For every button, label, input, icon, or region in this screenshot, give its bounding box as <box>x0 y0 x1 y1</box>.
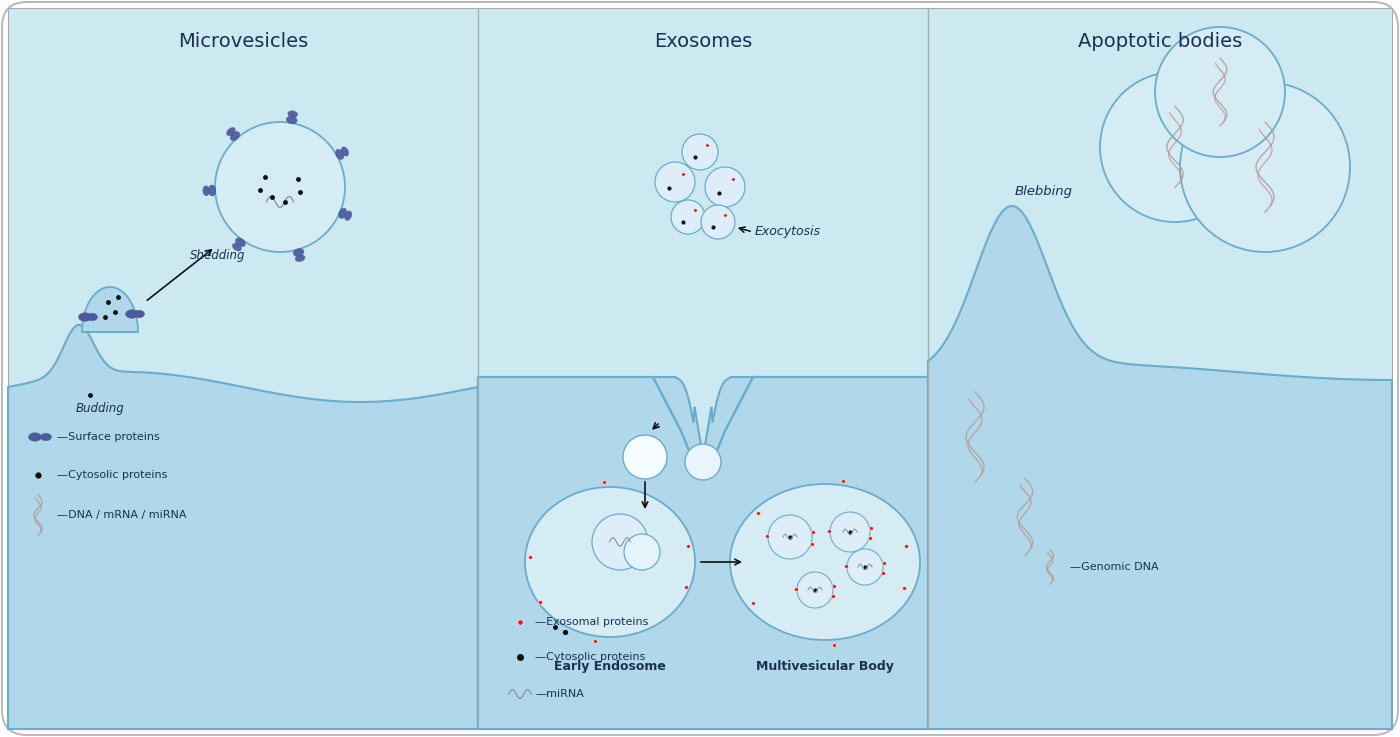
Ellipse shape <box>288 111 298 117</box>
Text: Apoptotic bodies: Apoptotic bodies <box>1078 32 1242 51</box>
Circle shape <box>1155 27 1285 157</box>
Ellipse shape <box>344 211 351 220</box>
Ellipse shape <box>41 433 52 441</box>
Text: Multivesicular Body: Multivesicular Body <box>756 660 895 673</box>
Text: —Cytosolic proteins: —Cytosolic proteins <box>535 652 645 662</box>
Text: —Surface proteins: —Surface proteins <box>57 432 160 442</box>
Polygon shape <box>928 206 1392 729</box>
Text: —DNA / mRNA / miRNA: —DNA / mRNA / miRNA <box>57 510 186 520</box>
Circle shape <box>1100 72 1250 222</box>
Circle shape <box>701 205 735 239</box>
Text: Exosomes: Exosomes <box>654 32 752 51</box>
Circle shape <box>682 134 718 170</box>
Ellipse shape <box>286 116 297 124</box>
Circle shape <box>706 167 745 207</box>
Text: Shedding: Shedding <box>190 249 245 262</box>
Ellipse shape <box>203 186 210 196</box>
Ellipse shape <box>293 248 304 256</box>
Circle shape <box>216 122 344 252</box>
Text: Exocytosis: Exocytosis <box>755 226 822 239</box>
Text: Budding: Budding <box>76 402 125 415</box>
Ellipse shape <box>133 310 144 318</box>
Polygon shape <box>928 8 1392 729</box>
Ellipse shape <box>78 312 91 321</box>
Polygon shape <box>8 8 477 729</box>
Text: —miRNA: —miRNA <box>535 689 584 699</box>
Polygon shape <box>8 325 477 729</box>
Text: Early Endosome: Early Endosome <box>554 660 666 673</box>
Ellipse shape <box>232 243 241 251</box>
Ellipse shape <box>295 255 305 262</box>
Ellipse shape <box>87 313 98 321</box>
Text: —Cytosolic proteins: —Cytosolic proteins <box>57 470 168 480</box>
Ellipse shape <box>28 433 42 441</box>
Circle shape <box>769 515 812 559</box>
Circle shape <box>847 549 883 585</box>
Circle shape <box>623 435 666 479</box>
Polygon shape <box>477 377 928 729</box>
Ellipse shape <box>729 484 920 640</box>
Text: —Exosomal proteins: —Exosomal proteins <box>535 617 648 627</box>
Ellipse shape <box>342 147 349 156</box>
Ellipse shape <box>230 131 239 141</box>
Ellipse shape <box>339 208 347 219</box>
Polygon shape <box>83 287 139 332</box>
Circle shape <box>592 514 648 570</box>
Circle shape <box>797 572 833 608</box>
Ellipse shape <box>227 128 235 136</box>
Ellipse shape <box>235 238 245 247</box>
Polygon shape <box>477 8 928 729</box>
Circle shape <box>624 534 659 570</box>
Circle shape <box>1180 82 1350 252</box>
Circle shape <box>830 512 869 552</box>
Ellipse shape <box>336 150 344 159</box>
Circle shape <box>655 162 694 202</box>
Text: —Genomic DNA: —Genomic DNA <box>1070 562 1159 572</box>
Text: Blebbing: Blebbing <box>1015 186 1072 198</box>
Ellipse shape <box>525 487 694 637</box>
Text: Microvesicles: Microvesicles <box>178 32 308 51</box>
Polygon shape <box>477 377 928 729</box>
Circle shape <box>671 200 706 234</box>
Ellipse shape <box>209 185 216 196</box>
Circle shape <box>685 444 721 480</box>
Ellipse shape <box>126 310 139 318</box>
